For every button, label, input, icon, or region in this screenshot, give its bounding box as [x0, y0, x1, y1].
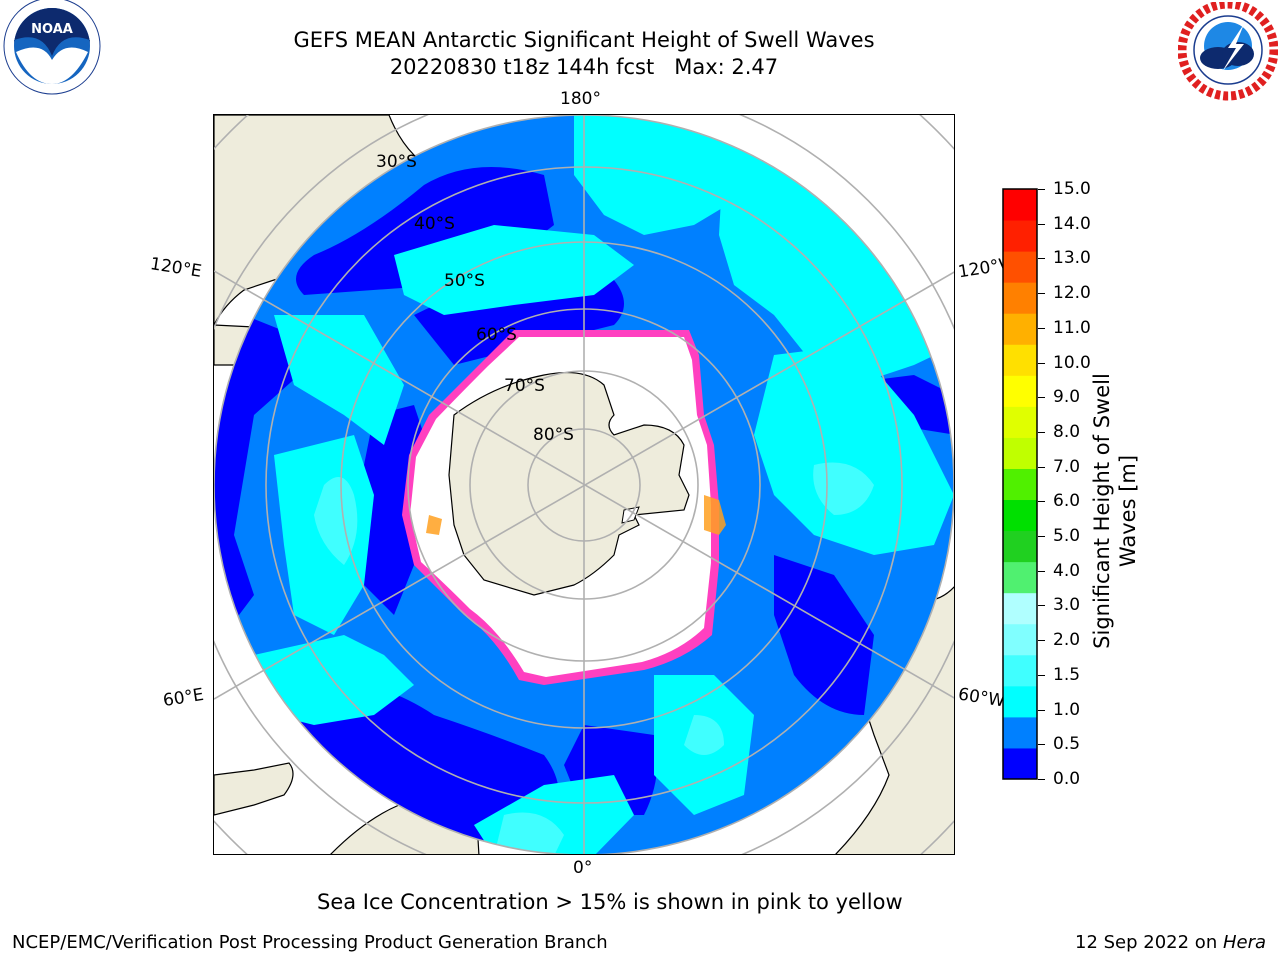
- colorbar-segment: [1003, 499, 1037, 532]
- colorbar-tick-label: 10.0: [1053, 352, 1091, 373]
- colorbar-tick-mark: [1038, 709, 1045, 711]
- colorbar-tick-mark: [1038, 431, 1045, 433]
- lon-label-120e: 120°E: [148, 254, 203, 282]
- graticule: [214, 115, 954, 854]
- lon-label-60w: 60°W: [956, 684, 1007, 712]
- colorbar: [1002, 188, 1038, 780]
- colorbar-tick-mark: [1038, 779, 1045, 780]
- noaa-logo: NOAA: [2, 0, 102, 100]
- colorbar-tick-label: 12.0: [1053, 283, 1091, 304]
- lat-label-50s: 50°S: [444, 271, 485, 291]
- colorbar-tick-mark: [1038, 362, 1045, 364]
- colorbar-tick-label: 2.0: [1053, 630, 1081, 651]
- colorbar-segment: [1003, 716, 1037, 749]
- colorbar-tick-label: 11.0: [1053, 317, 1091, 338]
- colorbar-tick-label: 13.0: [1053, 248, 1091, 269]
- colorbar-segment: [1003, 685, 1037, 718]
- footer-branch: NCEP/EMC/Verification Post Processing Pr…: [12, 932, 608, 953]
- colorbar-segment: [1003, 313, 1037, 345]
- chart-subtitle: 20220830 t18z 144h fcst Max: 2.47: [389, 55, 779, 79]
- colorbar-tick-mark: [1038, 466, 1045, 468]
- lon-label-0: 0°: [573, 858, 593, 878]
- colorbar-tick-mark: [1038, 536, 1045, 538]
- colorbar-tick-mark: [1038, 397, 1045, 399]
- footer-date: 12 Sep 2022 on Hera: [1075, 932, 1266, 953]
- colorbar-segment: [1003, 592, 1037, 625]
- lat-label-70s: 70°S: [504, 376, 545, 396]
- colorbar-tick-label: 0.0: [1053, 769, 1081, 789]
- colorbar-tick-mark: [1038, 674, 1045, 676]
- colorbar-tick-label: 1.0: [1053, 699, 1081, 720]
- lat-label-60s: 60°S: [476, 325, 517, 345]
- footer-date-text: 12 Sep 2022 on: [1075, 932, 1223, 953]
- colorbar-tick-label: 3.0: [1053, 595, 1081, 616]
- colorbar-tick-label: 8.0: [1053, 421, 1081, 442]
- chart-title: GEFS MEAN Antarctic Significant Height o…: [293, 28, 875, 52]
- lat-label-80s: 80°S: [533, 425, 574, 445]
- colorbar-tick-mark: [1038, 189, 1045, 190]
- colorbar-segment: [1003, 437, 1037, 469]
- lon-label-180: 180°: [560, 89, 601, 109]
- colorbar-tick-label: 6.0: [1053, 491, 1081, 512]
- noaa-logo-text: NOAA: [31, 22, 73, 37]
- colorbar-tick-label: 4.0: [1053, 560, 1081, 581]
- nws-logo: [1177, 0, 1279, 102]
- colorbar-segment: [1003, 251, 1037, 283]
- colorbar-tick-label: 7.0: [1053, 456, 1081, 477]
- colorbar-segment: [1003, 220, 1037, 252]
- colorbar-segment: [1003, 344, 1037, 376]
- colorbar-tick-label: 1.5: [1053, 664, 1081, 685]
- colorbar-tick-label: 9.0: [1053, 387, 1081, 408]
- lon-label-60e: 60°E: [161, 684, 206, 712]
- polar-map[interactable]: 30°S 40°S 50°S 60°S 70°S 80°S: [213, 114, 955, 855]
- lat-label-40s: 40°S: [414, 214, 455, 234]
- colorbar-title-line2: Waves [m]: [1116, 454, 1140, 568]
- lat-label-30s: 30°S: [376, 152, 417, 172]
- map-canvas: [214, 115, 954, 854]
- colorbar-segment: [1003, 654, 1037, 687]
- colorbar-segment: [1003, 468, 1037, 501]
- colorbar-tick-label: 0.5: [1053, 734, 1081, 755]
- colorbar-tick-mark: [1038, 258, 1045, 260]
- colorbar-tick-mark: [1038, 605, 1045, 607]
- colorbar-segment: [1003, 375, 1037, 407]
- colorbar-title: Significant Height of Swell Waves [m]: [1089, 351, 1141, 671]
- footer-host: Hera: [1222, 932, 1266, 953]
- ocean-field: [214, 115, 954, 854]
- colorbar-tick-mark: [1038, 293, 1045, 295]
- colorbar-segment: [1003, 747, 1037, 780]
- colorbar-title-line1: Significant Height of Swell: [1090, 373, 1114, 649]
- colorbar-tick-mark: [1038, 570, 1045, 572]
- colorbar-tick-label: 15.0: [1053, 179, 1091, 199]
- colorbar-tick-mark: [1038, 223, 1045, 225]
- sea-ice-caption: Sea Ice Concentration > 15% is shown in …: [317, 890, 903, 914]
- colorbar-segment: [1003, 406, 1037, 438]
- colorbar-tick-mark: [1038, 640, 1045, 642]
- colorbar-segment: [1003, 561, 1037, 594]
- colorbar-tick-label: 14.0: [1053, 213, 1091, 234]
- colorbar-tick-mark: [1038, 327, 1045, 329]
- colorbar-tick-mark: [1038, 744, 1045, 746]
- land-antarctica: [448, 371, 690, 596]
- colorbar-tick-mark: [1038, 501, 1045, 503]
- land-africa: [214, 762, 294, 816]
- colorbar-segment: [1003, 282, 1037, 314]
- colorbar-segment: [1003, 189, 1037, 221]
- colorbar-segment: [1003, 623, 1037, 656]
- colorbar-segment: [1003, 530, 1037, 563]
- colorbar-tick-label: 5.0: [1053, 526, 1081, 547]
